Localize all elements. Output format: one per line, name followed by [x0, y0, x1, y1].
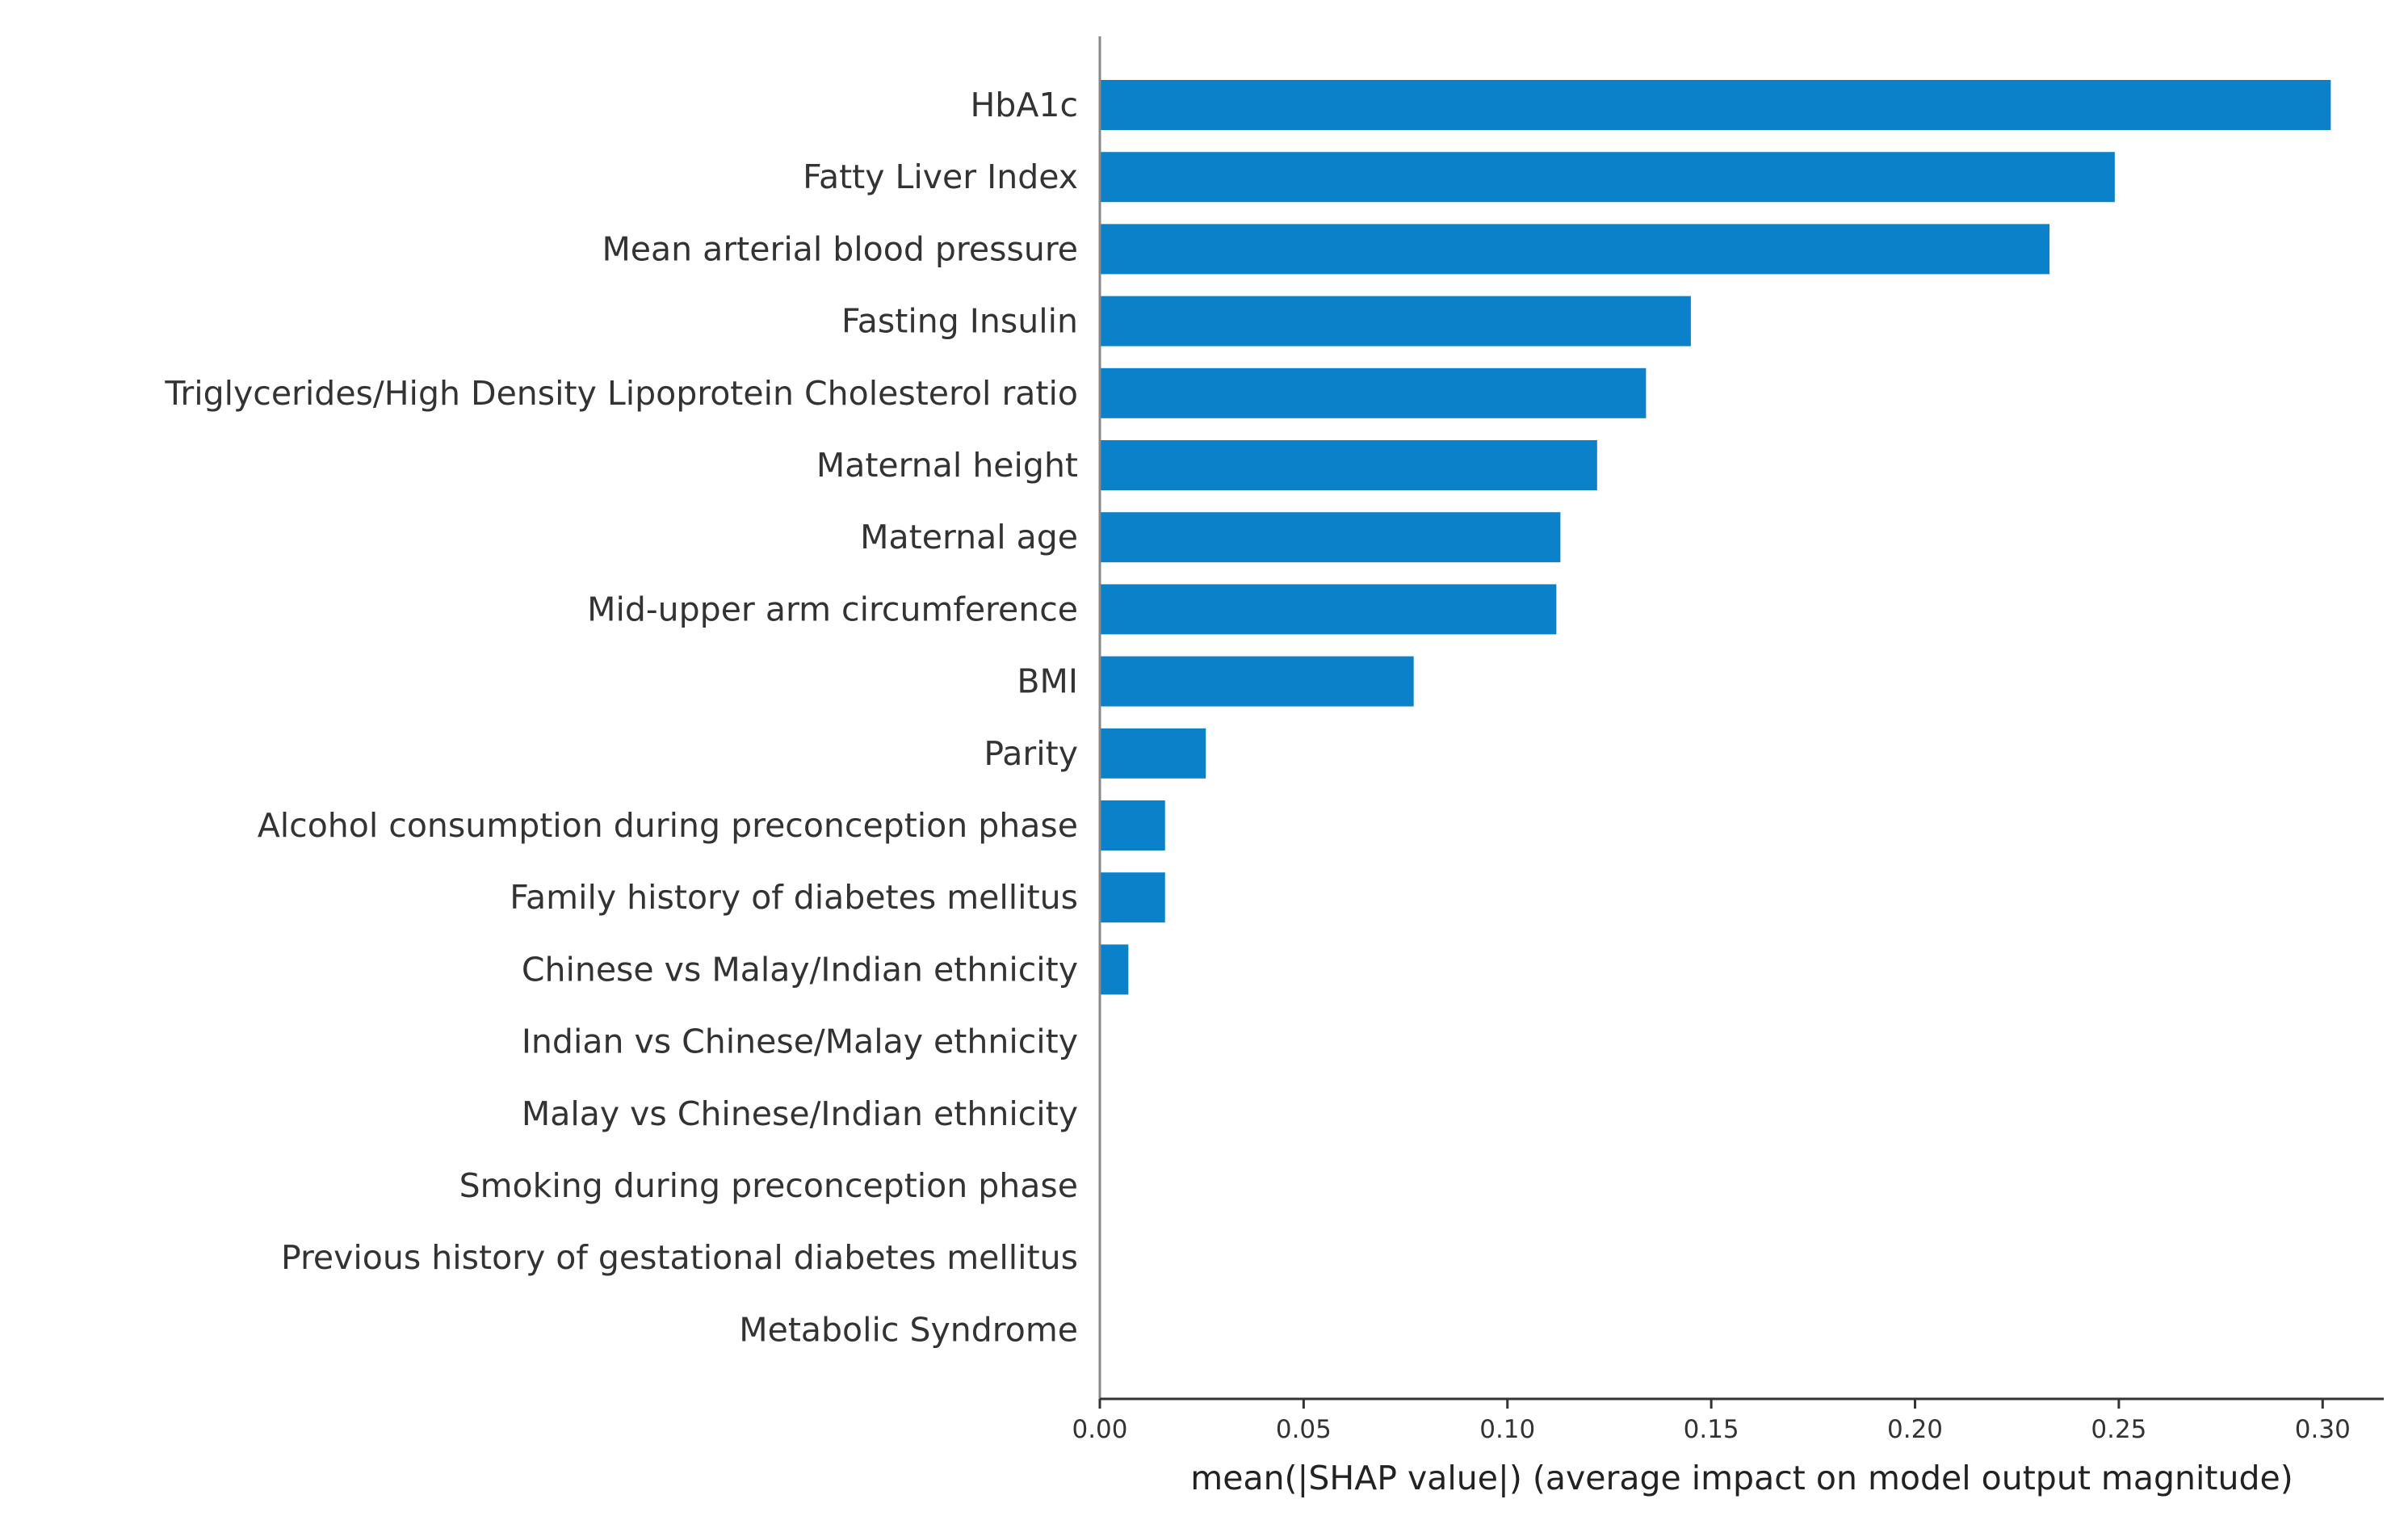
feature-label-0: HbA1c: [970, 86, 1078, 124]
feature-label-1: Fatty Liver Index: [803, 157, 1078, 196]
feature-label-3: Fasting Insulin: [841, 302, 1078, 341]
bar-9: [1100, 728, 1206, 779]
bar-0: [1100, 80, 2331, 130]
feature-label-16: Previous history of gestational diabetes…: [281, 1238, 1078, 1277]
bar-10: [1100, 800, 1165, 850]
feature-label-13: Indian vs Chinese/Malay ethnicity: [522, 1023, 1078, 1061]
feature-label-12: Chinese vs Malay/Indian ethnicity: [522, 950, 1078, 989]
feature-labels-group: HbA1c Fatty Liver Index Mean arterial bloo…: [164, 86, 1078, 1349]
x-tick-label-5: 0.25: [2091, 1415, 2146, 1444]
x-tick-label-4: 0.20: [1887, 1415, 1943, 1444]
feature-label-7: Mid-upper arm circumference: [587, 590, 1078, 628]
bar-11: [1100, 872, 1165, 923]
bar-7: [1100, 584, 1557, 635]
feature-label-14: Malay vs Chinese/Indian ethnicity: [522, 1094, 1078, 1133]
x-tick-label-1: 0.05: [1276, 1415, 1332, 1444]
bar-2: [1100, 224, 2050, 275]
feature-label-11: Family history of diabetes mellitus: [510, 878, 1078, 917]
x-tick-label-0: 0.00: [1072, 1415, 1127, 1444]
feature-label-15: Smoking during preconception phase: [459, 1166, 1078, 1205]
feature-label-9: Parity: [984, 734, 1078, 773]
bar-6: [1100, 512, 1561, 563]
feature-label-6: Maternal age: [860, 518, 1078, 556]
bar-12: [1100, 944, 1129, 995]
bar-1: [1100, 152, 2115, 203]
x-tick-label-6: 0.30: [2295, 1415, 2351, 1444]
bar-8: [1100, 656, 1414, 707]
feature-label-8: BMI: [1017, 662, 1078, 701]
bars-group: [1100, 80, 2331, 995]
x-ticks-group: 0.00 0.05 0.10 0.15 0.20 0.25 0.30: [1072, 1399, 2351, 1444]
bar-3: [1100, 296, 1691, 346]
feature-label-5: Maternal height: [816, 446, 1078, 485]
feature-label-10: Alcohol consumption during preconception…: [258, 806, 1078, 845]
feature-label-17: Metabolic Syndrome: [739, 1310, 1078, 1349]
x-axis-title: mean(|SHAP value|) (average impact on mo…: [1190, 1459, 2293, 1497]
x-tick-label-2: 0.10: [1479, 1415, 1535, 1444]
bar-5: [1100, 440, 1597, 490]
feature-label-2: Mean arterial blood pressure: [602, 229, 1078, 268]
feature-label-4: Triglycerides/High Density Lipoprotein C…: [164, 374, 1078, 413]
x-tick-label-3: 0.15: [1684, 1415, 1739, 1444]
bar-4: [1100, 367, 1647, 418]
